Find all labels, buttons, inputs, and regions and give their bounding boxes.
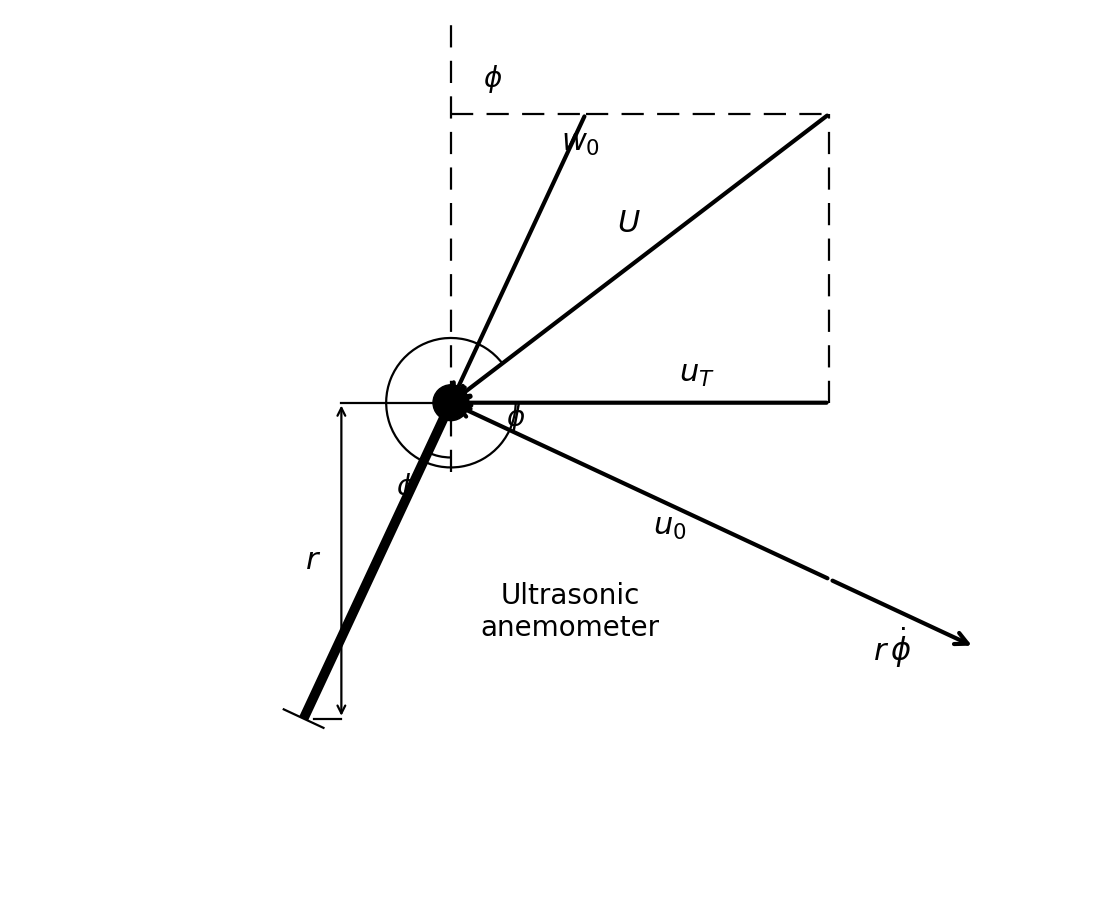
Text: $r$: $r$ <box>305 546 321 576</box>
Text: $u_0$: $u_0$ <box>653 513 686 542</box>
Text: $w_0$: $w_0$ <box>560 129 600 158</box>
Text: Ultrasonic
anemometer: Ultrasonic anemometer <box>481 582 659 642</box>
Circle shape <box>433 385 469 421</box>
Text: $r\,\dot{\phi}$: $r\,\dot{\phi}$ <box>873 625 912 671</box>
Text: $U$: $U$ <box>618 209 641 238</box>
Text: $\phi$: $\phi$ <box>396 472 416 503</box>
Text: $\phi$: $\phi$ <box>506 402 525 433</box>
Text: $\phi$: $\phi$ <box>483 63 502 95</box>
Text: $u_T$: $u_T$ <box>679 360 715 389</box>
